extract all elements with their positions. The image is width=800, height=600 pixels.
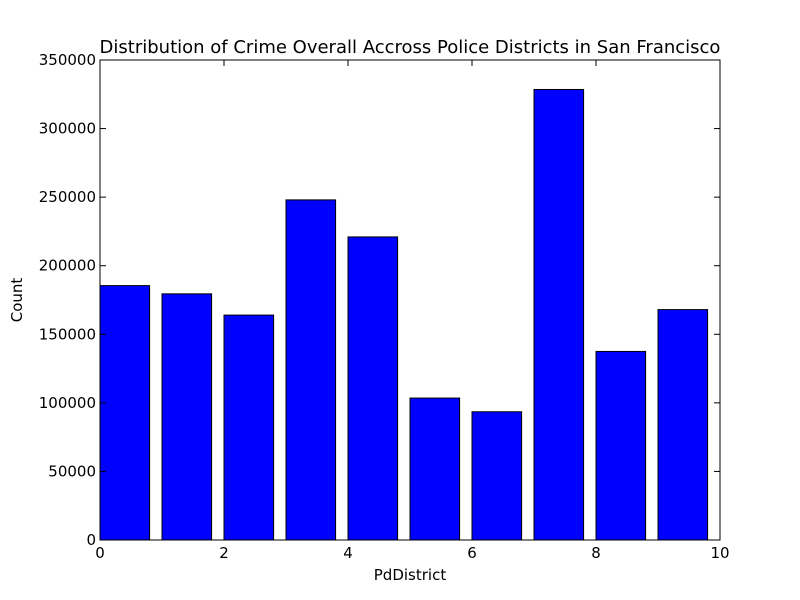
bar-0 (99, 285, 151, 541)
bar-4 (347, 236, 399, 541)
y-tick-label-200000: 200000 (39, 257, 96, 275)
y-tick-label-100000: 100000 (39, 394, 96, 412)
bar-3 (285, 199, 337, 541)
y-tick-label-50000: 50000 (48, 462, 96, 480)
x-tick-label-10: 10 (710, 544, 729, 562)
bar-8 (595, 350, 647, 541)
x-tick-label-0: 0 (95, 544, 105, 562)
plot-frame (99, 59, 721, 541)
bars-group (99, 88, 709, 541)
bar-2 (223, 314, 275, 541)
x-tick-label-4: 4 (343, 544, 353, 562)
x-tick-label-2: 2 (219, 544, 229, 562)
ticks-group: 0 2 4 6 8 10 0 50000 100000 150000 200000 250000 300… (39, 51, 730, 562)
x-tick-label-8: 8 (591, 544, 601, 562)
bar-6 (471, 411, 523, 541)
y-tick-label-350000: 350000 (39, 51, 96, 69)
y-tick-label-250000: 250000 (39, 188, 96, 206)
x-axis-label: PdDistrict (374, 566, 447, 584)
y-tick-label-150000: 150000 (39, 325, 96, 343)
y-tick-label-0: 0 (86, 531, 96, 549)
y-axis-label: Count (8, 278, 26, 323)
bar-7 (533, 88, 585, 541)
bar-5 (409, 397, 461, 541)
chart-title: Distribution of Crime Overall Accross Po… (100, 37, 721, 58)
bar-1 (161, 293, 213, 541)
y-tick-label-300000: 300000 (39, 120, 96, 138)
x-tick-label-6: 6 (467, 544, 477, 562)
bar-9 (657, 309, 709, 541)
